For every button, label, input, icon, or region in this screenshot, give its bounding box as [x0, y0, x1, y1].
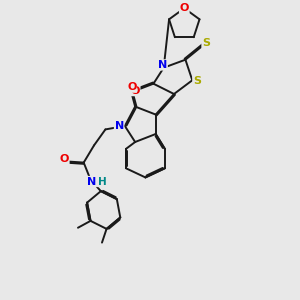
- Text: S: S: [202, 38, 210, 47]
- Text: H: H: [98, 177, 106, 187]
- Text: N: N: [115, 121, 124, 131]
- Text: O: O: [130, 85, 140, 96]
- Text: O: O: [180, 3, 189, 13]
- Text: S: S: [193, 76, 201, 86]
- Text: O: O: [60, 154, 69, 164]
- Text: O: O: [127, 82, 136, 92]
- Text: N: N: [87, 177, 96, 187]
- Text: N: N: [158, 60, 167, 70]
